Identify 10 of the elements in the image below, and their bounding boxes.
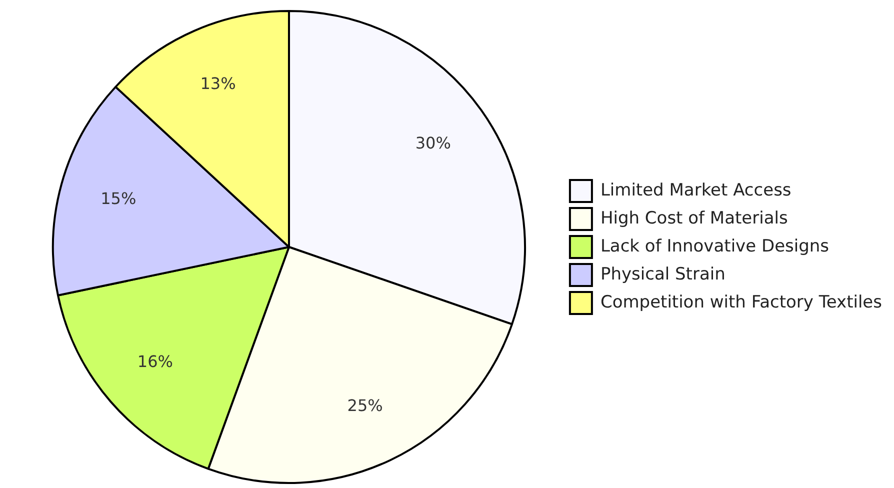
legend-label: Physical Strain bbox=[600, 264, 726, 284]
data-label: 13% bbox=[200, 74, 236, 94]
data-label: 30% bbox=[415, 133, 451, 152]
legend-label: High Cost of Materials bbox=[600, 208, 788, 228]
legend-label: Limited Market Access bbox=[600, 180, 792, 200]
data-label: 16% bbox=[137, 352, 173, 372]
legend-label: Competition with Factory Textiles bbox=[600, 292, 882, 312]
data-label: 15% bbox=[100, 188, 136, 208]
legend-label: Lack of Innovative Designs bbox=[600, 236, 830, 256]
data-label: 25% bbox=[347, 396, 383, 415]
